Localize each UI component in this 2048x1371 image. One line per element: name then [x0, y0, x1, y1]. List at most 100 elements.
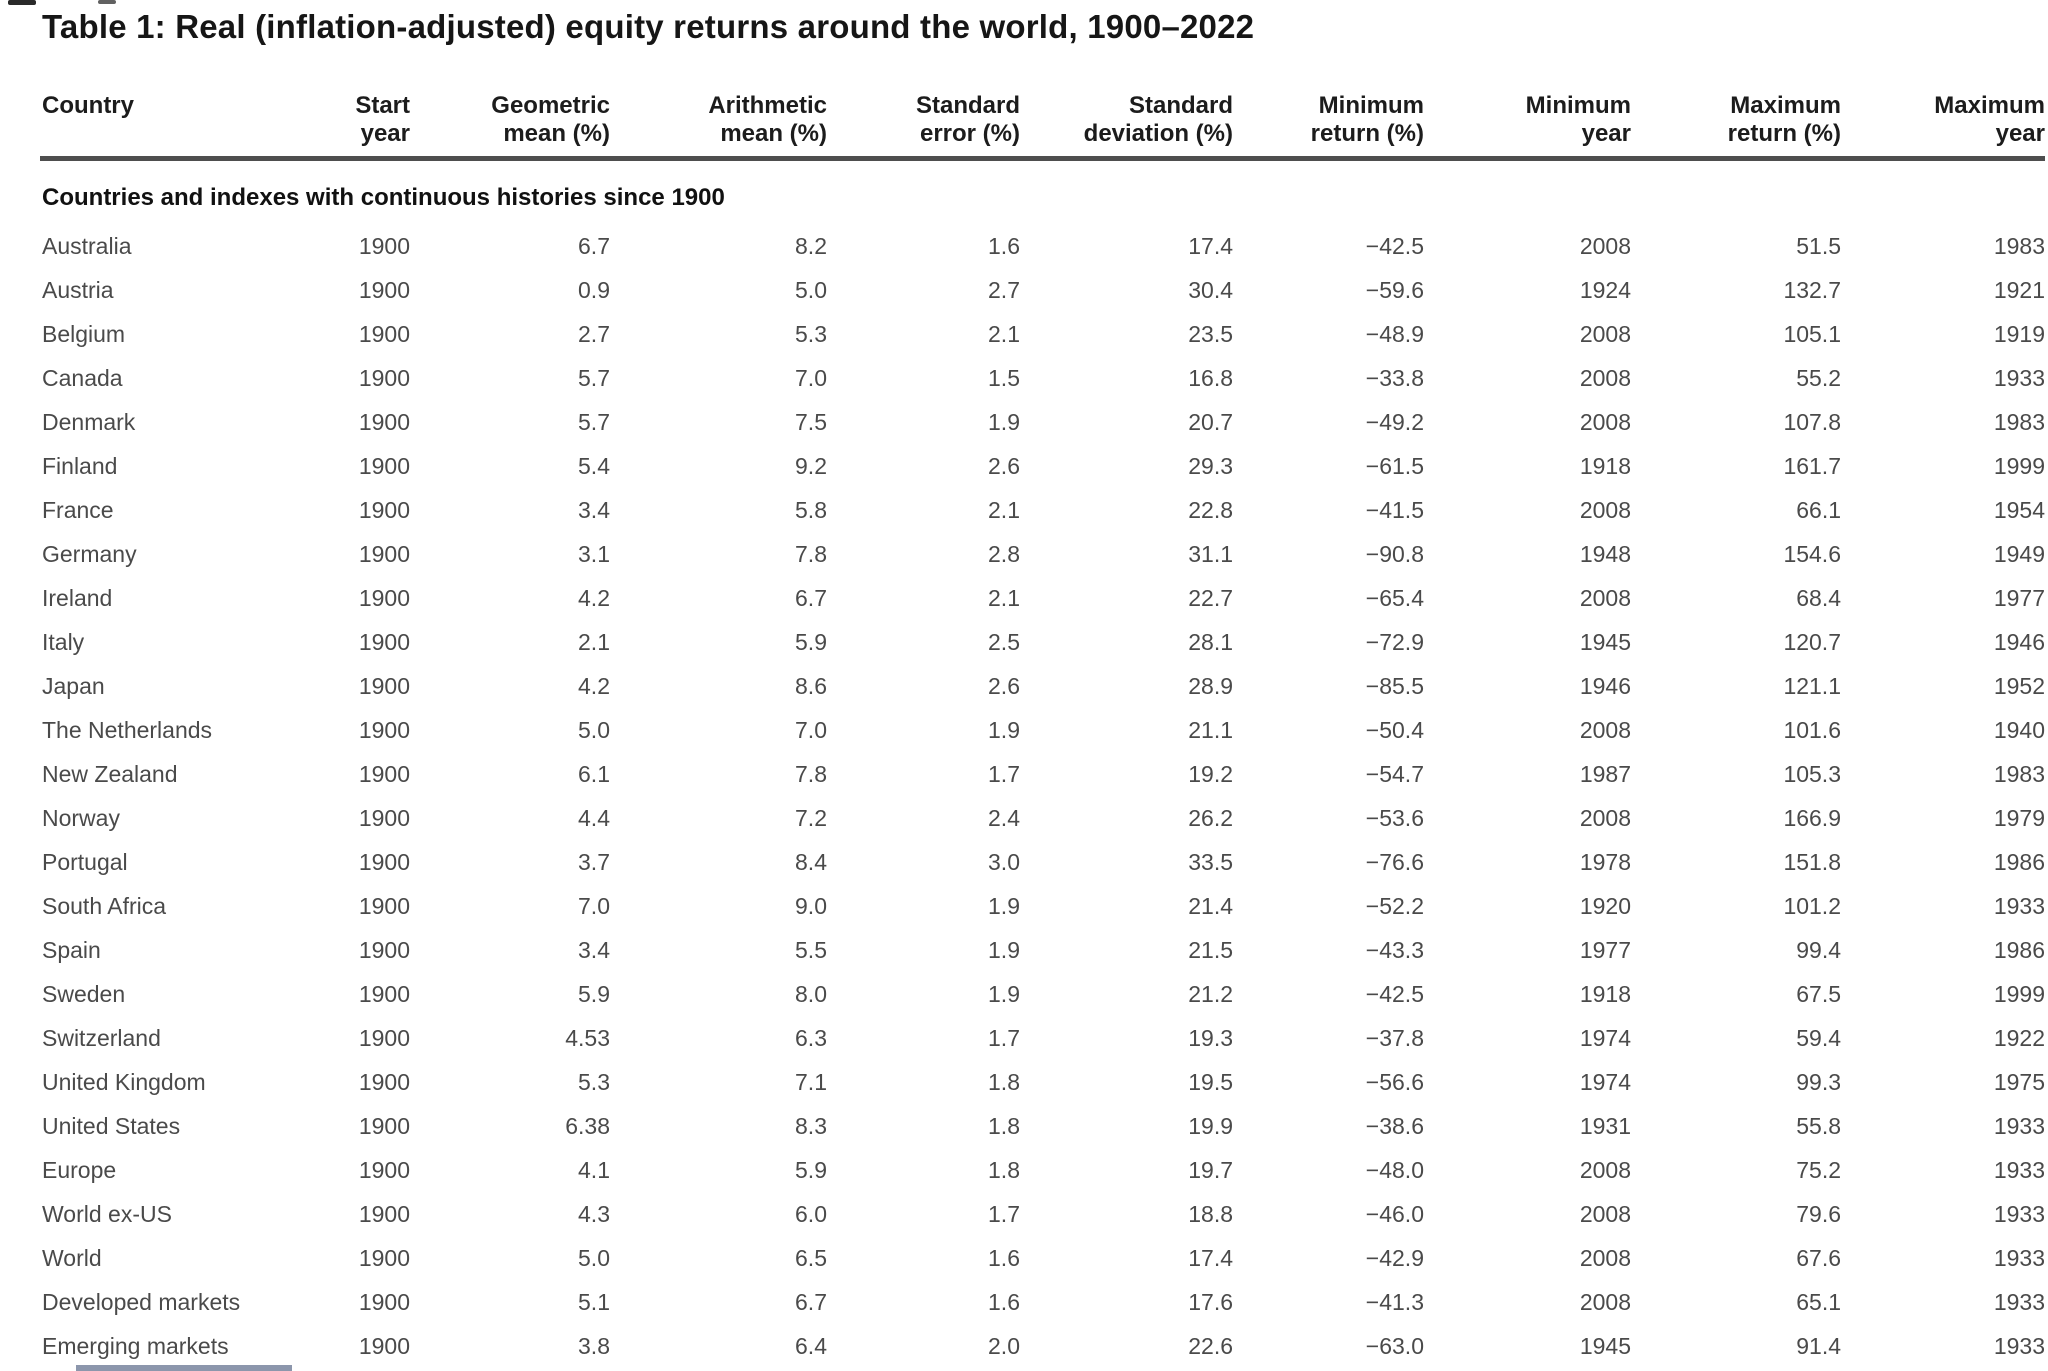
standard-error-cell: 1.9	[988, 716, 1020, 743]
country-cell: Japan	[42, 672, 105, 699]
minimum-return-cell: −61.5	[1365, 452, 1424, 479]
geometric-mean-cell: 5.0	[578, 1244, 610, 1271]
table-row: Canada 1900 5.7 7.0 1.5 16.8 −33.8 2008 …	[40, 356, 2045, 400]
maximum-year-cell: 1940	[1993, 716, 2045, 743]
table-row: Developed markets 1900 5.1 6.7 1.6 17.6 …	[40, 1280, 2045, 1324]
table-row: Switzerland 1900 4.53 6.3 1.7 19.3 −37.8…	[40, 1016, 2045, 1060]
standard-deviation-cell: 26.2	[1188, 804, 1233, 831]
minimum-return-cell: −63.0	[1365, 1332, 1424, 1359]
arithmetic-mean-cell: 6.3	[795, 1024, 827, 1051]
standard-error-cell: 2.1	[988, 584, 1020, 611]
column-header-label: Standard	[915, 91, 1020, 119]
country-cell: Germany	[42, 540, 137, 567]
maximum-return-cell: 151.8	[1783, 848, 1841, 875]
standard-deviation-cell: 19.2	[1188, 760, 1233, 787]
standard-deviation-cell: 19.5	[1188, 1068, 1233, 1095]
arithmetic-mean-cell: 5.5	[795, 936, 827, 963]
country-cell: Portugal	[42, 848, 128, 875]
maximum-return-cell: 59.4	[1796, 1024, 1841, 1051]
country-cell: Sweden	[42, 980, 126, 1007]
maximum-year-cell: 1999	[1993, 452, 2045, 479]
standard-deviation-cell: 21.4	[1188, 892, 1233, 919]
geometric-mean-cell: 4.1	[578, 1156, 610, 1183]
start-year-cell: 1900	[358, 804, 410, 831]
maximum-return-cell: 75.2	[1796, 1156, 1841, 1183]
start-year-cell: 1900	[358, 452, 410, 479]
country-cell: Europe	[42, 1156, 117, 1183]
standard-error-cell: 1.6	[988, 232, 1020, 259]
minimum-return-cell: −53.6	[1365, 804, 1424, 831]
standard-deviation-cell: 23.5	[1188, 320, 1233, 347]
minimum-year-cell: 1918	[1579, 452, 1631, 479]
arithmetic-mean-cell: 7.8	[795, 760, 827, 787]
arithmetic-mean-cell: 7.2	[795, 804, 827, 831]
table-row: Finland 1900 5.4 9.2 2.6 29.3 −61.5 1918…	[40, 444, 2045, 488]
table-row: The Netherlands 1900 5.0 7.0 1.9 21.1 −5…	[40, 708, 2045, 752]
top-edge-artifact	[8, 0, 36, 5]
geometric-mean-cell: 3.7	[578, 848, 610, 875]
column-header-country: Country	[40, 84, 293, 161]
start-year-cell: 1900	[358, 980, 410, 1007]
table-header: Country Start year Geometric mean (%) Ar…	[40, 84, 2045, 161]
geometric-mean-cell: 4.4	[578, 804, 610, 831]
column-header-label: deviation (%)	[1083, 119, 1233, 147]
standard-deviation-cell: 17.4	[1188, 232, 1233, 259]
table-row: Spain 1900 3.4 5.5 1.9 21.5 −43.3 1977 9…	[40, 928, 2045, 972]
maximum-return-cell: 166.9	[1783, 804, 1841, 831]
start-year-cell: 1900	[358, 496, 410, 523]
minimum-return-cell: −38.6	[1365, 1112, 1424, 1139]
standard-error-cell: 1.8	[988, 1112, 1020, 1139]
maximum-year-cell: 1933	[1993, 1112, 2045, 1139]
minimum-year-cell: 1948	[1579, 540, 1631, 567]
maximum-return-cell: 68.4	[1796, 584, 1841, 611]
minimum-return-cell: −42.5	[1365, 232, 1424, 259]
minimum-year-cell: 1945	[1579, 1332, 1631, 1359]
country-cell: Emerging markets	[42, 1332, 229, 1359]
maximum-return-cell: 154.6	[1783, 540, 1841, 567]
geometric-mean-cell: 6.1	[578, 760, 610, 787]
column-header-start-year: Start year	[293, 84, 410, 161]
column-header-minimum-return: Minimum return (%)	[1233, 84, 1424, 161]
geometric-mean-cell: 0.9	[578, 276, 610, 303]
maximum-return-cell: 67.5	[1796, 980, 1841, 1007]
standard-error-cell: 3.0	[988, 848, 1020, 875]
geometric-mean-cell: 4.2	[578, 672, 610, 699]
standard-deviation-cell: 33.5	[1188, 848, 1233, 875]
geometric-mean-cell: 4.3	[578, 1200, 610, 1227]
maximum-return-cell: 55.8	[1796, 1112, 1841, 1139]
start-year-cell: 1900	[358, 628, 410, 655]
table-row: South Africa 1900 7.0 9.0 1.9 21.4 −52.2…	[40, 884, 2045, 928]
standard-deviation-cell: 22.6	[1188, 1332, 1233, 1359]
table-row: Emerging markets 1900 3.8 6.4 2.0 22.6 −…	[40, 1324, 2045, 1368]
country-cell: The Netherlands	[42, 716, 213, 743]
standard-error-cell: 1.9	[988, 980, 1020, 1007]
maximum-year-cell: 1952	[1993, 672, 2045, 699]
maximum-return-cell: 99.4	[1796, 936, 1841, 963]
maximum-year-cell: 1983	[1993, 760, 2045, 787]
standard-deviation-cell: 28.1	[1188, 628, 1233, 655]
country-cell: France	[42, 496, 114, 523]
standard-error-cell: 1.6	[988, 1288, 1020, 1315]
standard-deviation-cell: 19.3	[1188, 1024, 1233, 1051]
country-cell: United Kingdom	[42, 1068, 206, 1095]
geometric-mean-cell: 5.7	[578, 364, 610, 391]
arithmetic-mean-cell: 7.5	[795, 408, 827, 435]
geometric-mean-cell: 5.0	[578, 716, 610, 743]
maximum-year-cell: 1933	[1993, 1200, 2045, 1227]
start-year-cell: 1900	[358, 232, 410, 259]
standard-deviation-cell: 21.2	[1188, 980, 1233, 1007]
maximum-return-cell: 55.2	[1796, 364, 1841, 391]
column-header-label: error (%)	[919, 119, 1020, 147]
country-cell: Ireland	[42, 584, 113, 611]
maximum-year-cell: 1983	[1993, 408, 2045, 435]
arithmetic-mean-cell: 9.0	[795, 892, 827, 919]
standard-error-cell: 2.1	[988, 496, 1020, 523]
arithmetic-mean-cell: 5.9	[795, 628, 827, 655]
maximum-year-cell: 1933	[1993, 1244, 2045, 1271]
minimum-year-cell: 2008	[1579, 408, 1631, 435]
arithmetic-mean-cell: 6.5	[795, 1244, 827, 1271]
geometric-mean-cell: 5.1	[578, 1288, 610, 1315]
standard-error-cell: 2.5	[988, 628, 1020, 655]
maximum-return-cell: 67.6	[1796, 1244, 1841, 1271]
maximum-return-cell: 101.2	[1783, 892, 1841, 919]
